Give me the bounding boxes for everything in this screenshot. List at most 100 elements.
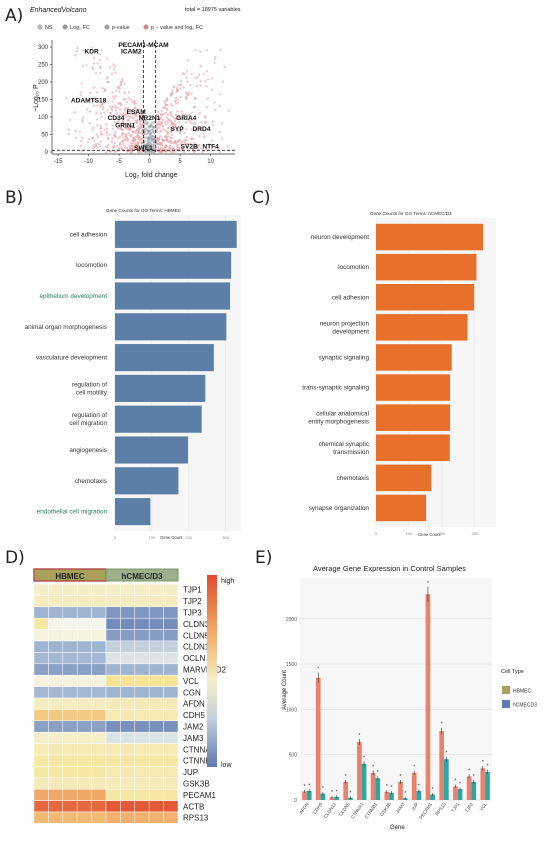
- data-point: [89, 110, 92, 113]
- data-point: [125, 101, 129, 104]
- data-point: [108, 133, 111, 136]
- data-point: [157, 138, 161, 141]
- data-point: [180, 110, 184, 113]
- data-point: [169, 126, 172, 130]
- data-point: [182, 150, 186, 154]
- significance-mark: *: [363, 755, 365, 761]
- data-point: [185, 138, 188, 142]
- bar-category-label: chemical synaptic: [319, 441, 370, 448]
- data-point: [176, 114, 180, 117]
- significance-mark: *: [404, 791, 406, 797]
- data-point: [105, 127, 109, 130]
- data-point: [114, 95, 117, 98]
- data-point: [205, 49, 209, 52]
- data-point: [136, 142, 140, 145]
- x-tick-label: 100: [406, 531, 413, 536]
- data-point: [102, 106, 105, 109]
- bar-category-label: neuron projection: [320, 320, 370, 327]
- data-point: [175, 145, 179, 149]
- data-point: [179, 83, 182, 86]
- bar: [444, 759, 449, 800]
- data-point: [130, 109, 133, 113]
- bar-category-label: neuron development: [311, 234, 369, 241]
- gene-label: NR2N1: [139, 115, 161, 122]
- heatmap-row-label: CLDN5: [183, 631, 210, 640]
- data-point: [174, 123, 177, 127]
- data-point: [194, 48, 197, 52]
- data-point: [226, 145, 229, 148]
- data-point: [192, 118, 195, 121]
- data-point: [92, 126, 95, 129]
- data-point: [116, 116, 119, 120]
- data-point: [169, 144, 172, 148]
- data-point: [198, 111, 201, 115]
- data-point: [104, 150, 108, 154]
- bar: [457, 789, 463, 800]
- data-point: [165, 116, 169, 119]
- data-point: [129, 98, 132, 101]
- data-point: [186, 70, 189, 73]
- data-point: [183, 131, 186, 135]
- bar: [439, 731, 444, 800]
- heatmap-row-label: CTNNB1: [183, 757, 216, 766]
- data-point: [196, 146, 199, 150]
- data-point: [159, 147, 163, 150]
- data-point: [176, 83, 180, 87]
- data-point: [127, 131, 130, 134]
- gene-label: KDR: [85, 48, 100, 55]
- data-point: [214, 147, 217, 150]
- data-point: [163, 140, 166, 143]
- data-point: [87, 137, 91, 141]
- gene-label: GRIA4: [176, 115, 196, 122]
- data-point: [170, 136, 173, 140]
- data-point: [95, 133, 98, 136]
- significance-mark: *: [445, 751, 447, 757]
- data-point: [99, 112, 103, 115]
- bar: [334, 796, 339, 800]
- data-point: [120, 78, 124, 81]
- bar: [384, 791, 390, 800]
- heatmap-row-label: OCLN: [183, 654, 205, 663]
- data-point: [152, 147, 155, 151]
- x-tick-label: CLDN5: [338, 801, 351, 817]
- data-point: [187, 59, 190, 62]
- data-point: [122, 122, 125, 125]
- data-point: [125, 127, 128, 130]
- go-hcmec-title: Gene Counts for GO Terms: hCMEC/D3: [370, 211, 452, 216]
- heatmap-row-label: TJP1: [183, 586, 202, 595]
- significance-mark: *: [386, 784, 388, 790]
- data-point: [125, 115, 128, 119]
- data-point: [136, 124, 139, 128]
- data-point: [117, 90, 121, 93]
- gene-label: SYP: [170, 126, 184, 133]
- data-point: [174, 102, 178, 105]
- data-point: [191, 147, 195, 150]
- data-point: [219, 48, 222, 52]
- data-point: [93, 86, 96, 89]
- data-point: [79, 144, 83, 148]
- data-point: [130, 124, 134, 128]
- data-point: [75, 136, 78, 140]
- data-point: [175, 88, 179, 92]
- heatmap-row-label: TJP2: [183, 597, 202, 606]
- bar: [343, 781, 348, 800]
- x-tick-label: 200: [185, 535, 192, 540]
- data-point: [194, 122, 197, 125]
- data-point: [106, 137, 110, 140]
- data-point: [189, 121, 193, 125]
- data-point: [119, 81, 123, 84]
- x-tick-label: 300: [222, 535, 229, 540]
- data-point: [81, 64, 85, 68]
- significance-mark: *: [459, 781, 461, 787]
- data-point: [218, 104, 221, 107]
- data-point: [91, 128, 94, 131]
- data-point: [156, 126, 159, 130]
- data-point: [130, 150, 133, 153]
- data-point: [188, 118, 191, 122]
- data-point: [103, 99, 107, 102]
- data-point: [211, 77, 214, 80]
- data-point: [125, 111, 128, 115]
- data-point: [211, 88, 214, 92]
